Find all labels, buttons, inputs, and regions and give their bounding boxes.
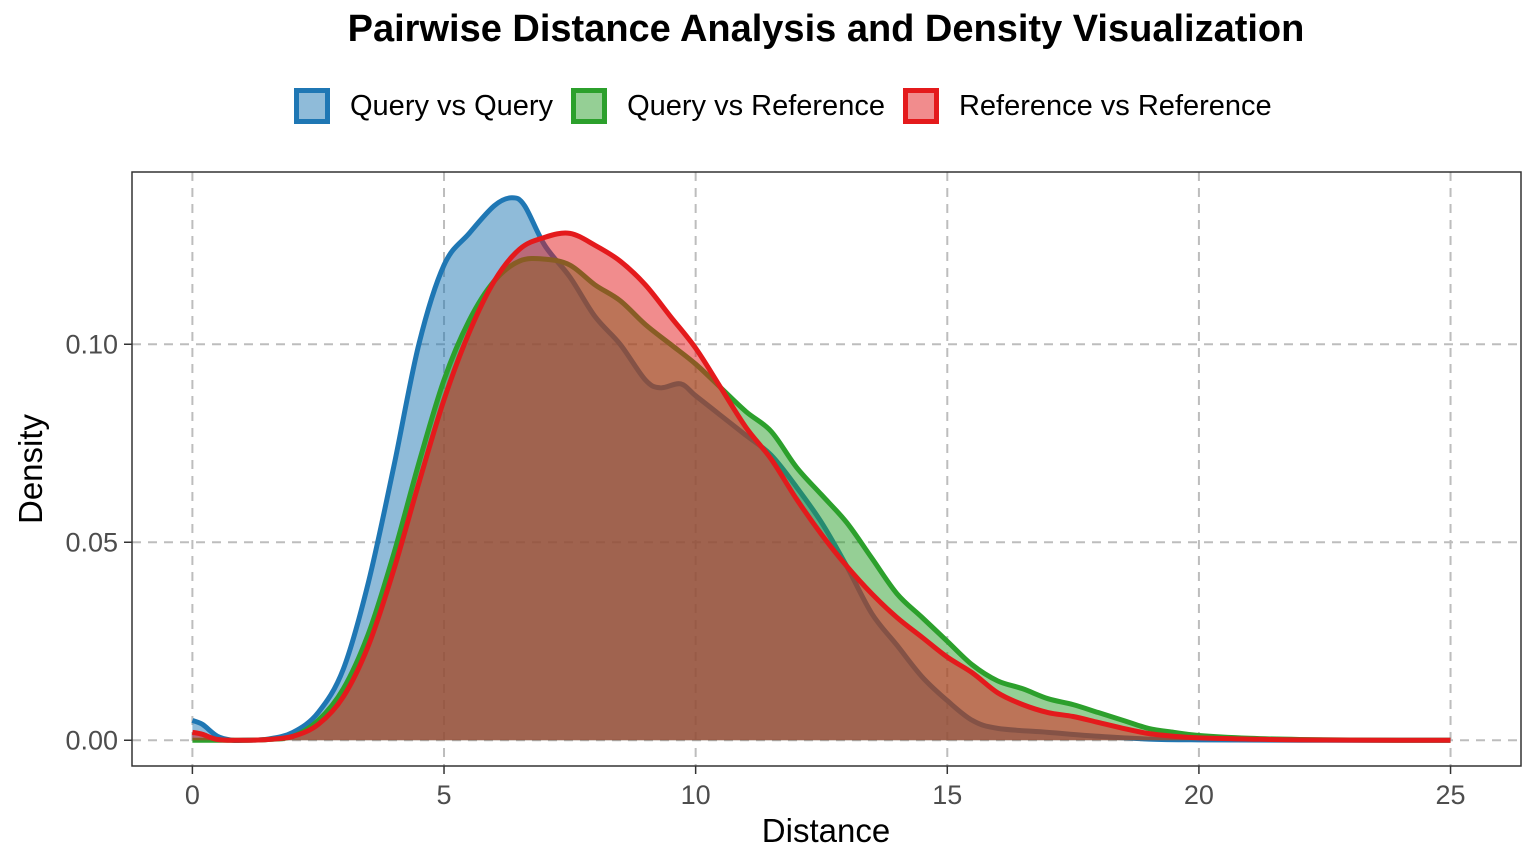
- legend-label-query-vs-reference: Query vs Reference: [627, 89, 885, 122]
- y-tick-label: 0.10: [65, 329, 118, 359]
- x-tick-label: 25: [1436, 780, 1466, 810]
- legend-key-query-vs-reference: [571, 88, 608, 124]
- x-tick-label: 10: [681, 780, 711, 810]
- y-tick-label: 0.05: [65, 527, 118, 557]
- y-axis: 0.00 0.05 0.10: [65, 329, 132, 755]
- legend-key-reference-vs-reference: [902, 88, 939, 124]
- legend-item-query-vs-query: Query vs Query: [294, 88, 553, 124]
- density-areas: [191, 195, 1451, 744]
- density-area-reference-vs-reference: [192, 233, 1451, 741]
- density-line-reference-vs-reference: [191, 230, 1451, 743]
- x-axis: 0 5 10 15 20 25: [185, 766, 1466, 810]
- x-tick-label: 15: [932, 780, 962, 810]
- density-line-query-vs-reference: [192, 255, 1451, 743]
- legend-item-reference-vs-reference: Reference vs Reference: [902, 88, 1272, 124]
- y-tick-label: 0.00: [65, 725, 118, 755]
- legend-key-query-vs-query: [294, 88, 330, 124]
- legend-label-query-vs-query: Query vs Query: [350, 89, 554, 122]
- legend-item-query-vs-reference: Query vs Reference: [571, 88, 885, 124]
- x-axis-label: Distance: [762, 812, 890, 849]
- legend: Query vs Query Query vs Reference Refere…: [294, 82, 1290, 130]
- series-reference-vs-reference: [191, 230, 1451, 743]
- x-tick-label: 20: [1184, 780, 1214, 810]
- x-tick-label: 0: [185, 780, 200, 810]
- y-axis-label: Density: [12, 413, 49, 524]
- legend-label-reference-vs-reference: Reference vs Reference: [958, 89, 1272, 122]
- x-tick-label: 5: [437, 780, 452, 810]
- chart-title: Pairwise Distance Analysis and Density V…: [347, 8, 1305, 50]
- plot-panel-border: [131, 171, 1522, 767]
